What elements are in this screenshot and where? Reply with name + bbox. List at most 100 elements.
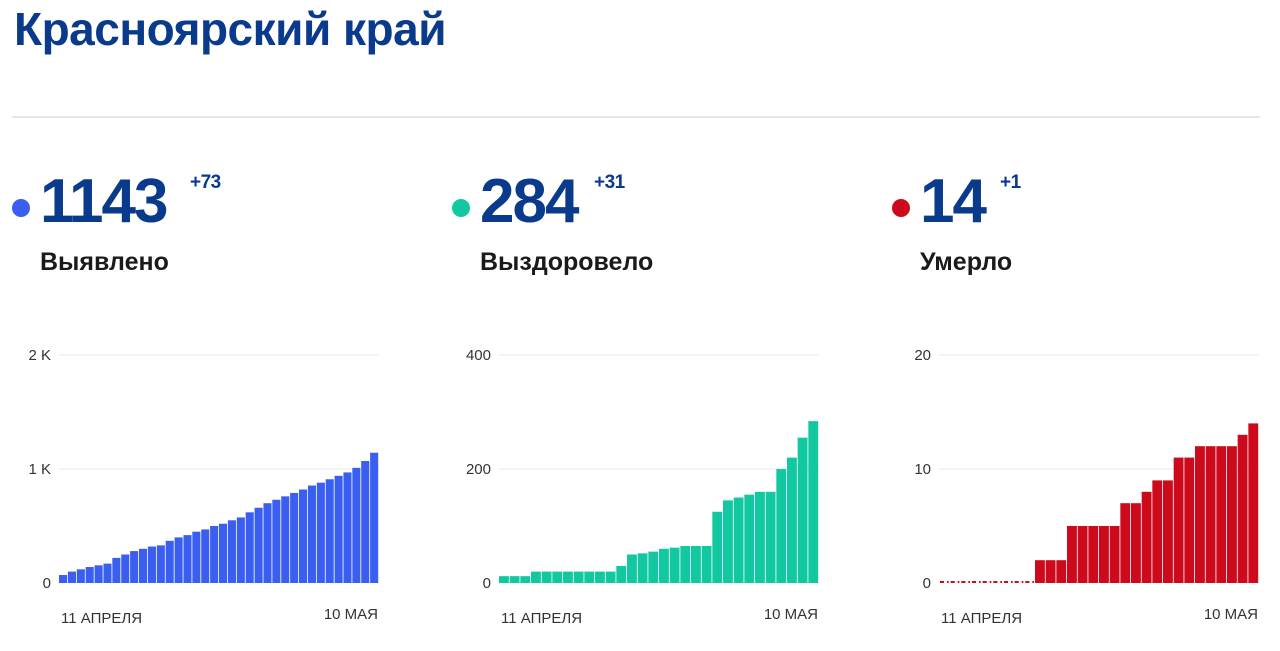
deaths-bar (1077, 526, 1088, 583)
detected-bar (59, 575, 68, 583)
deaths-bar (1216, 446, 1227, 583)
deaths-bar (1067, 526, 1077, 583)
recovered-bar (755, 491, 765, 583)
detected-bar (94, 565, 103, 583)
recovered-bar (627, 554, 637, 583)
recovered-bar (520, 576, 531, 583)
recovered-bar (499, 576, 509, 583)
detected-bar (370, 452, 379, 583)
detected-bar (325, 479, 334, 583)
deaths-bar (1045, 560, 1056, 583)
recovered-bar (797, 437, 808, 583)
deaths-bar (1173, 457, 1184, 583)
recovered-dot (452, 199, 470, 217)
recovered-bar (563, 571, 573, 583)
deaths-bar (1099, 526, 1109, 583)
detected-value: 1143 (40, 167, 169, 236)
page-title: Красноярский край (14, 3, 446, 55)
detected-x-tick-label: 11 АПРЕЛЯ (61, 610, 142, 627)
detected-bar (281, 496, 290, 583)
deaths-y-tick-label: 0 (923, 575, 931, 592)
deaths-bar (1163, 480, 1173, 583)
recovered-bar (765, 491, 776, 583)
recovered-bar (552, 571, 563, 583)
recovered-x-tick-label: 10 МАЯ (764, 606, 818, 623)
deaths-bar (1184, 457, 1195, 583)
detected-bar (272, 499, 281, 583)
deaths-x-tick-label: 11 АПРЕЛЯ (941, 610, 1022, 627)
detected-x-tick-label: 10 МАЯ (324, 606, 378, 623)
recovered-bar (595, 571, 605, 583)
detected-y-tick-label: 1 K (28, 461, 51, 478)
recovered-y-tick-label: 400 (466, 347, 491, 364)
detected-bar (352, 467, 361, 583)
recovered-bar (605, 571, 616, 583)
detected-bar (334, 475, 343, 583)
detected-y-tick-label: 2 K (28, 347, 51, 364)
deaths-dot (892, 199, 910, 217)
detected-bar (210, 526, 219, 583)
recovered-x-tick-label: 11 АПРЕЛЯ (501, 610, 582, 627)
recovered-bar (541, 571, 552, 583)
detected-bar (183, 535, 192, 583)
detected-bar (245, 512, 254, 583)
recovered-bar (723, 500, 733, 583)
detected-bar (201, 529, 210, 583)
detected-bar (156, 545, 165, 583)
detected-bar (227, 520, 236, 583)
recovered-bar (712, 511, 723, 583)
recovered-bar (733, 497, 744, 583)
deaths-y-tick-label: 10 (914, 461, 931, 478)
detected-bar (219, 523, 228, 583)
recovered-bar (509, 576, 520, 583)
deaths-bar (1035, 560, 1045, 583)
detected-bar (192, 531, 201, 583)
recovered-bar (573, 571, 584, 583)
detected-bar (290, 492, 299, 583)
detected-bar (76, 569, 85, 583)
detected-bar (139, 548, 148, 583)
deaths-bar (1227, 446, 1237, 583)
detected-label: Выявлено (40, 248, 169, 276)
recovered-chart: 0 200 400 11 АПРЕЛЯ 10 МАЯ (466, 347, 819, 627)
recovered-bar (669, 547, 680, 583)
recovered-bar (637, 553, 648, 583)
deaths-bar (1248, 423, 1259, 583)
detected-chart: 0 1 K 2 K 11 АПРЕЛЯ 10 МАЯ (28, 347, 379, 627)
detected-bar (236, 517, 245, 583)
detected-delta: +73 (190, 172, 221, 193)
detected-bar (130, 551, 139, 583)
recovered-bar (616, 565, 627, 583)
deaths-bar (1152, 480, 1163, 583)
recovered-bar (701, 545, 712, 583)
recovered-value: 284 (480, 167, 579, 236)
deaths-bar (1195, 446, 1205, 583)
detected-bar (174, 537, 183, 583)
recovered-bar (808, 421, 819, 583)
recovered-bar (584, 571, 595, 583)
detected-y-tick-label: 0 (43, 575, 51, 592)
detected-bar (165, 540, 174, 583)
detected-bar (307, 485, 316, 583)
detected-bar (121, 554, 130, 583)
header-divider (12, 116, 1260, 118)
deaths-bar (1109, 526, 1120, 583)
recovered-y-tick-label: 0 (483, 575, 491, 592)
deaths-bar (1056, 560, 1067, 583)
deaths-bar (1141, 491, 1152, 583)
recovered-bar (787, 457, 797, 583)
recovered-bar (744, 494, 755, 583)
deaths-bar (1237, 434, 1248, 583)
deaths-label: Умерло (920, 248, 1013, 276)
detected-bar (85, 567, 94, 583)
recovered-y-tick-label: 200 (466, 461, 491, 478)
recovered-bar (659, 548, 669, 583)
deaths-value: 14 (920, 167, 987, 236)
detected-dot (12, 199, 30, 217)
detected-bar (103, 563, 112, 583)
recovered-bar (776, 469, 787, 583)
detected-bar (361, 461, 370, 583)
detected-bar (343, 472, 352, 583)
detected-bar (263, 503, 272, 583)
detected-bar (299, 489, 308, 583)
